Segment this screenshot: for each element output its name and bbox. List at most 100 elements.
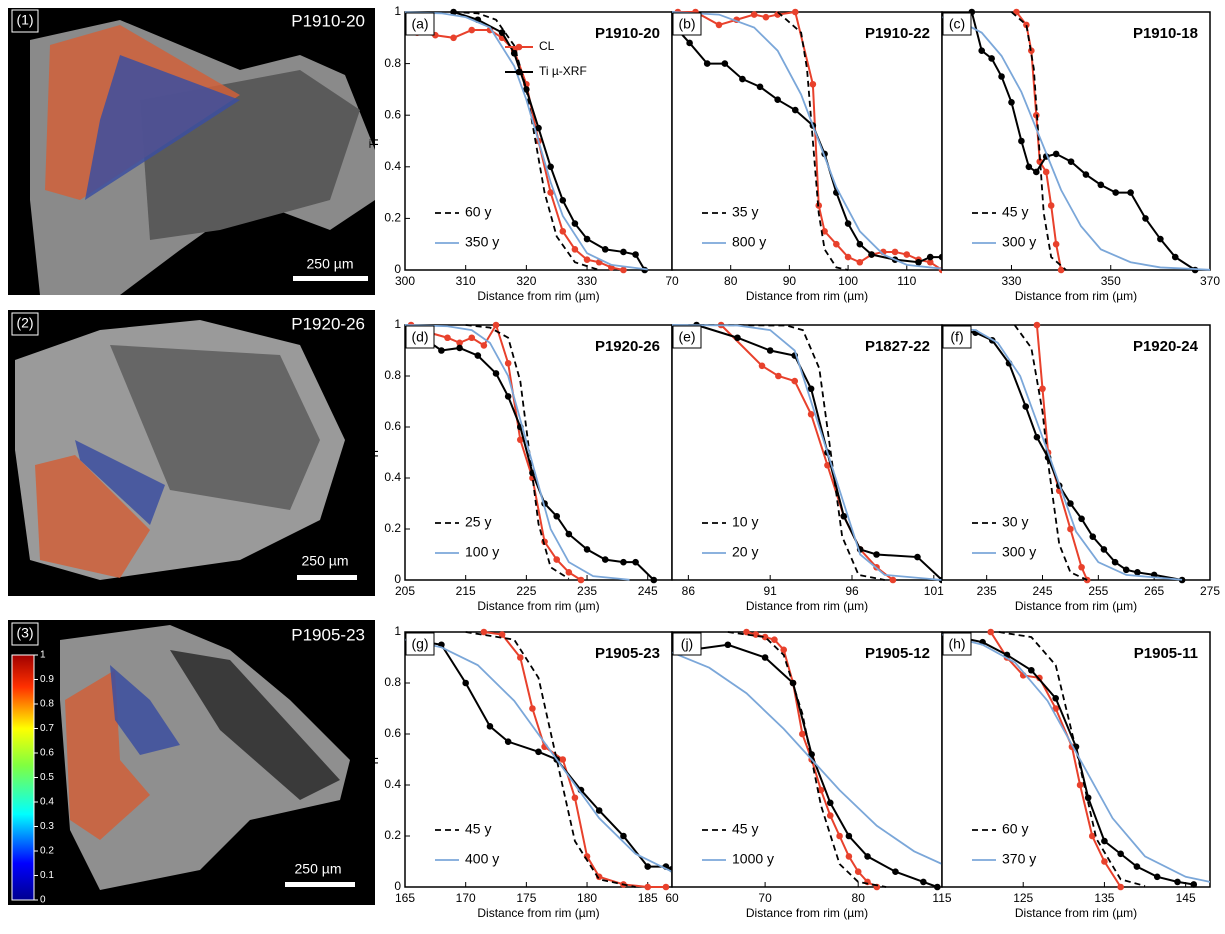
panel-label: (e)	[678, 329, 695, 345]
x-tick-label: 91	[764, 584, 778, 598]
legend-label: Ti µ-XRF	[539, 64, 587, 78]
legend-label: 45 y	[1002, 204, 1028, 220]
data-point	[807, 385, 815, 393]
x-tick-label: 310	[456, 274, 476, 288]
data-point	[873, 551, 880, 558]
micrograph: (2) P1920-26 250 µm	[8, 310, 375, 596]
data-point	[724, 641, 732, 649]
data-point	[620, 266, 627, 274]
panel-label: (j)	[681, 636, 693, 652]
series-line	[416, 29, 624, 271]
x-axis-label: Distance from rim (µm)	[1015, 289, 1137, 303]
x-tick-label: 245	[1032, 584, 1052, 598]
y-axis-label: Ti*	[367, 445, 381, 460]
y-tick-label: 0.2	[384, 521, 401, 535]
plot-frame	[671, 324, 943, 581]
data-point	[571, 246, 579, 253]
data-point	[1032, 168, 1040, 176]
panel-label: (h)	[948, 636, 965, 652]
scale-label: 250 µm	[295, 861, 342, 877]
plot-area	[947, 321, 1186, 584]
data-point	[766, 347, 774, 354]
data-point	[1028, 666, 1035, 674]
data-point	[987, 628, 995, 636]
data-point	[504, 359, 512, 367]
scale-label: 250 µm	[307, 256, 354, 272]
data-point	[780, 646, 788, 654]
data-point	[595, 807, 603, 814]
data-point	[920, 878, 927, 886]
data-point	[891, 248, 899, 256]
x-axis-label: Distance from rim (µm)	[477, 906, 599, 920]
data-point	[1088, 832, 1096, 840]
plot-area	[405, 8, 648, 274]
x-tick-label: 350	[1101, 274, 1121, 288]
x-tick-label: 115	[932, 891, 951, 905]
data-point	[915, 258, 922, 266]
data-point	[809, 80, 817, 88]
series-line	[672, 11, 942, 270]
panel-label: (b)	[678, 16, 695, 32]
legend-label: 400 y	[465, 851, 499, 867]
data-point	[938, 253, 942, 261]
chart-title: P1905-12	[865, 645, 930, 662]
y-tick-label: 0.8	[384, 368, 401, 382]
data-point	[868, 251, 875, 258]
x-tick-label: 275	[1200, 584, 1220, 598]
data-point	[771, 636, 778, 643]
data-point	[1153, 873, 1161, 881]
data-point	[516, 654, 524, 661]
chart-title: P1910-20	[595, 25, 660, 42]
data-point	[1122, 566, 1130, 574]
x-axis-label: Distance from rim (µm)	[1015, 906, 1137, 920]
data-point	[1142, 215, 1149, 222]
panel-label: (c)	[949, 16, 965, 32]
data-point	[1117, 883, 1124, 891]
x-tick-label: 370	[1200, 274, 1220, 288]
data-point	[438, 347, 445, 354]
legend-marker	[515, 68, 523, 76]
series-line	[405, 11, 648, 271]
chart-title: P1910-22	[865, 25, 930, 42]
plot-area	[672, 321, 942, 584]
y-tick-label: 0.4	[384, 777, 401, 791]
x-tick-label: 165	[395, 891, 415, 905]
colorbar	[11, 654, 35, 901]
legend-label: 45 y	[465, 821, 491, 837]
legend-label: 100 y	[465, 544, 499, 560]
data-point	[1178, 576, 1186, 584]
y-tick-label: 0.4	[384, 159, 401, 173]
series-line	[465, 324, 570, 580]
data-point	[620, 558, 627, 566]
x-tick-label: 170	[456, 891, 476, 905]
micrograph: (3) P1905-23 250 µm	[8, 620, 375, 905]
colorbar-tick-label: 0	[40, 895, 46, 906]
series-line	[1010, 11, 1067, 271]
data-point	[1134, 569, 1141, 576]
x-tick-label: 101	[924, 584, 944, 598]
y-tick-label: 0.6	[384, 726, 401, 740]
chart-title: P1905-11	[1134, 645, 1198, 662]
x-tick-label: 60	[665, 891, 679, 905]
data-point	[761, 633, 769, 641]
data-point	[817, 786, 825, 794]
data-point	[734, 334, 741, 342]
data-point	[1033, 433, 1041, 441]
data-point	[632, 558, 639, 566]
data-point	[854, 868, 862, 875]
data-point	[844, 253, 852, 261]
x-axis-label: Distance from rim (µm)	[746, 906, 868, 920]
data-point	[807, 410, 815, 418]
data-point	[553, 556, 561, 563]
x-tick-label: 80	[724, 274, 738, 288]
data-point	[1013, 8, 1020, 16]
data-point	[1052, 150, 1060, 158]
data-point	[775, 372, 782, 380]
data-point	[1052, 695, 1059, 702]
data-point	[1008, 99, 1015, 106]
data-point	[1101, 858, 1108, 865]
data-point	[1033, 321, 1041, 329]
data-point	[650, 576, 658, 584]
colorbar-tick-label: 0.9	[40, 674, 54, 685]
